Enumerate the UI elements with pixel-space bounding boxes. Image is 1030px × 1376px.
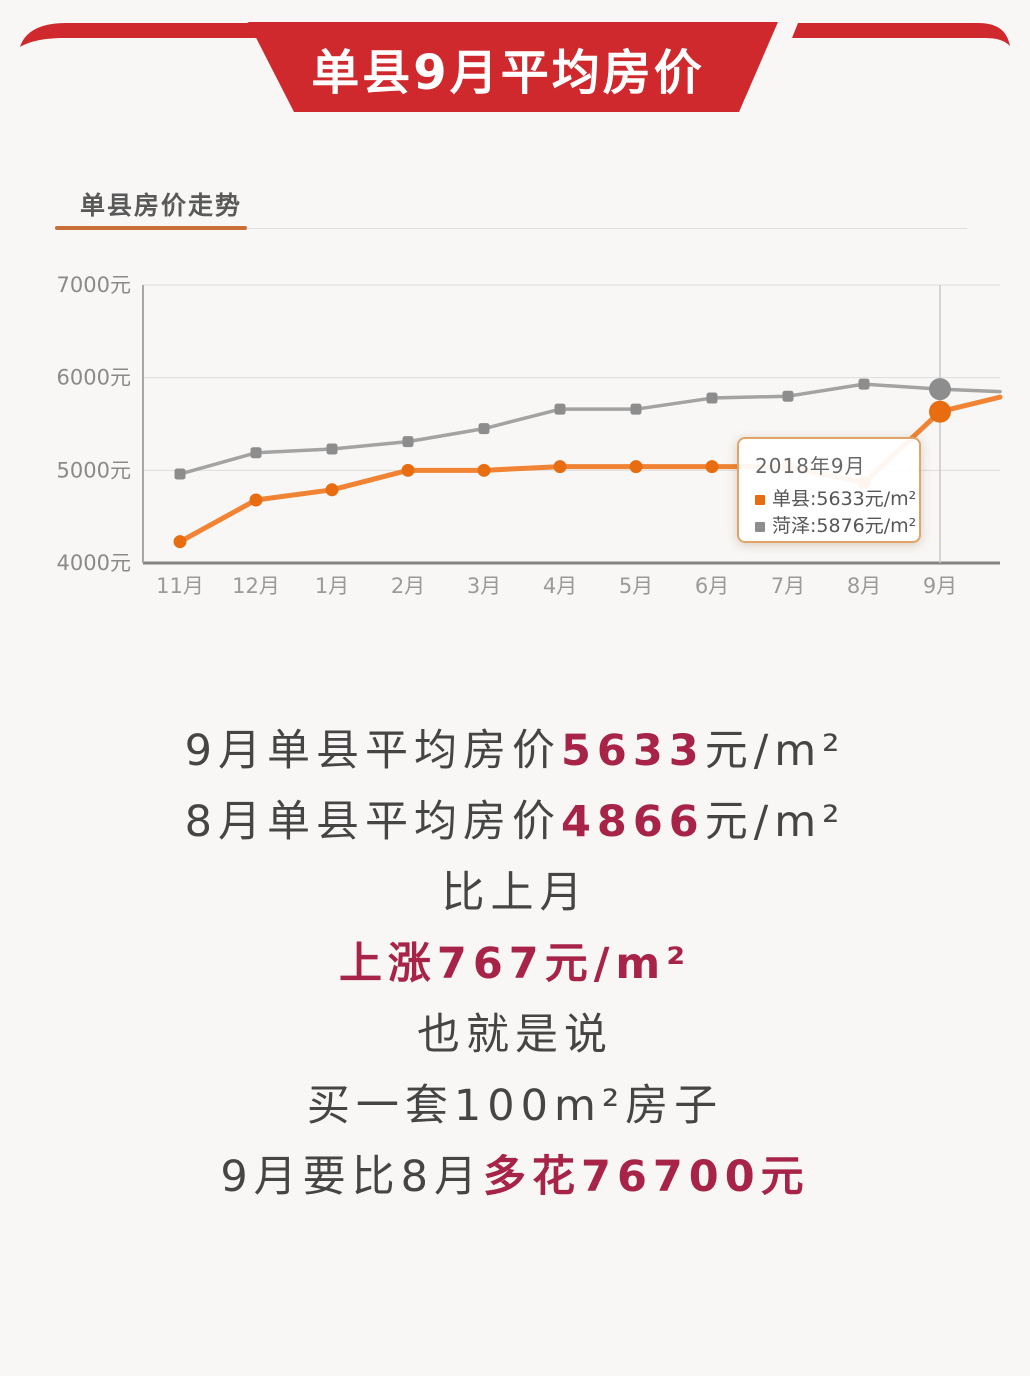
y-tick-label: 7000元 (57, 273, 131, 297)
summary-text: 9月单县平均房价5633元/m² 8月单县平均房价4866元/m² 比上月 上涨… (0, 716, 1030, 1213)
data-point-shanxian-2[interactable] (325, 483, 339, 497)
summary-line-1: 9月单县平均房价5633元/m² (184, 726, 846, 776)
x-tick-label: 8月 (847, 574, 881, 598)
data-point-heze-4[interactable] (478, 423, 490, 435)
data-point-heze-8[interactable] (782, 390, 794, 402)
x-tick-label: 12月 (232, 574, 280, 598)
tooltip-value-shanxian: 5633元/m² (816, 488, 917, 510)
data-point-heze-7[interactable] (706, 392, 718, 404)
data-point-heze-3[interactable] (402, 436, 414, 448)
y-tick-label: 5000元 (57, 458, 131, 482)
chart-title: 单县房价走势 (80, 191, 243, 220)
data-point-heze-6[interactable] (630, 403, 642, 415)
heze-series-swatch-icon (755, 521, 765, 532)
x-tick-label: 7月 (771, 574, 805, 598)
chart-title-underline (55, 226, 967, 231)
data-point-heze-2[interactable] (326, 443, 338, 455)
summary-line-3: 比上月 (441, 868, 589, 918)
tooltip-label-shanxian: 单县: (772, 488, 817, 510)
summary-line-6: 买一套100m²房子 (306, 1081, 724, 1131)
chart-title-underline-rest (247, 228, 967, 229)
x-tick-label: 3月 (467, 574, 501, 598)
summary-line-2: 8月单县平均房价4866元/m² (184, 797, 846, 847)
data-point-shanxian-4[interactable] (477, 463, 491, 477)
data-point-shanxian-7[interactable] (705, 460, 719, 474)
highlight-point-heze[interactable] (929, 378, 951, 401)
data-point-shanxian-1[interactable] (249, 493, 263, 507)
summary-line-4: 上涨767元/m² (0, 929, 1030, 1000)
tooltip-value-heze: 5876元/m² (816, 515, 917, 537)
shanxian-series-swatch-icon (755, 494, 765, 505)
banner-ribbon (20, 22, 1010, 112)
x-tick-label: 5月 (619, 574, 653, 598)
tooltip-row-heze: 菏泽: 5876元/m² (755, 513, 916, 540)
sep-price-value: 5633 (561, 726, 705, 776)
chart-title-underline-accent (55, 226, 247, 230)
series-line-heze (178, 382, 1002, 476)
summary-line-5: 也就是说 (417, 1010, 613, 1060)
data-point-shanxian-0[interactable] (173, 535, 187, 549)
price-trend-chart: 7000元 6000元 5000元 4000元 11月 12月 1月 2月 3月 4月 5月 6月 7月… (57, 273, 1003, 598)
data-point-heze-1[interactable] (250, 447, 262, 459)
banner-ribbon-left-tail (20, 23, 274, 47)
x-tick-label: 9月 (923, 574, 957, 598)
tooltip-row-shanxian: 单县: 5633元/m² (755, 486, 916, 513)
x-tick-label: 2月 (391, 574, 425, 598)
chart-tooltip: 2018年9月 单县: 5633元/m² 菏泽: 5876元/m² (737, 437, 921, 543)
x-tick-label: 11月 (156, 574, 204, 598)
banner-ribbon-right-tail (792, 23, 1010, 46)
data-point-shanxian-3[interactable] (401, 463, 415, 477)
data-point-shanxian-5[interactable] (553, 460, 567, 474)
banner-title: 单县9月平均房价 (311, 45, 705, 101)
data-point-heze-5[interactable] (554, 403, 566, 415)
highlight-point-shanxian[interactable] (929, 400, 951, 423)
x-tick-label: 4月 (543, 574, 577, 598)
price-increase-value: 上涨767元/m² (338, 939, 692, 989)
data-point-heze-0[interactable] (174, 468, 186, 480)
y-tick-label: 6000元 (57, 366, 131, 390)
x-tick-label: 1月 (315, 574, 349, 598)
aug-price-value: 4866 (561, 797, 705, 847)
y-tick-label: 4000元 (57, 551, 131, 575)
summary-line-7: 9月要比8月多花76700元 (220, 1152, 810, 1202)
data-point-shanxian-6[interactable] (629, 460, 643, 474)
extra-cost-value: 多花76700元 (483, 1152, 810, 1202)
x-tick-label: 6月 (695, 574, 729, 598)
tooltip-label-heze: 菏泽: (772, 515, 817, 537)
banner-body (248, 22, 778, 112)
tooltip-date: 2018年9月 (755, 454, 866, 478)
data-point-heze-9[interactable] (858, 378, 870, 390)
